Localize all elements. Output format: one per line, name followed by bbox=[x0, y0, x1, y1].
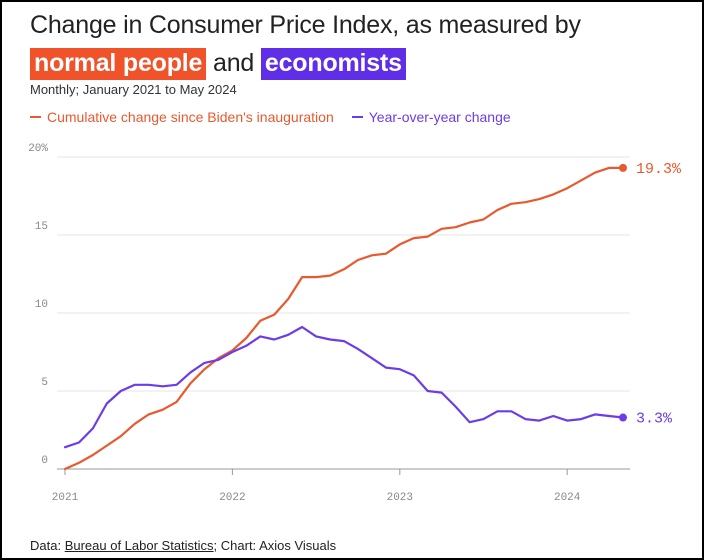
legend-item-yoy: Year-over-year change bbox=[351, 109, 511, 125]
legend-swatch-cumulative bbox=[30, 116, 41, 118]
footer-source-link[interactable]: Bureau of Labor Statistics bbox=[64, 538, 214, 553]
title-highlight-normal-people: normal people bbox=[30, 48, 207, 80]
x-tick-label: 2023 bbox=[387, 492, 413, 504]
legend-swatch-yoy bbox=[351, 116, 363, 118]
y-tick-label: 5 bbox=[41, 377, 48, 389]
y-tick-label: 0 bbox=[41, 455, 48, 467]
legend-item-cumulative: Cumulative change since Biden's inaugura… bbox=[30, 109, 334, 125]
end-label-yoy: 3.3% bbox=[636, 411, 673, 428]
end-point-cumulative bbox=[619, 163, 627, 172]
end-point-yoy bbox=[619, 413, 627, 422]
series-line-yoy bbox=[63, 325, 625, 449]
title-highlight-economists: economists bbox=[260, 48, 406, 80]
end-label-cumulative: 19.3% bbox=[636, 161, 682, 178]
chart-footer: Data: Bureau of Labor Statistics; Chart:… bbox=[30, 538, 336, 553]
chart-title: Change in Consumer Price Index, as measu… bbox=[30, 6, 690, 82]
title-line-1: Change in Consumer Price Index, as measu… bbox=[30, 11, 581, 39]
footer-prefix: Data: bbox=[30, 538, 65, 553]
footer-suffix: ; Chart: Axios Visuals bbox=[213, 538, 337, 553]
y-tick-label: 20% bbox=[28, 143, 48, 155]
x-tick-label: 2022 bbox=[219, 492, 245, 504]
legend-label-cumulative: Cumulative change since Biden's inaugura… bbox=[47, 109, 334, 125]
line-chart: 0 5 10 15 20% 2021 2022 2023 2024 19.3% 3.3% bbox=[28, 143, 682, 504]
x-tick-label: 2024 bbox=[554, 492, 581, 504]
series-line-cumulative bbox=[63, 166, 625, 471]
chart-subtitle: Monthly; January 2021 to May 2024 bbox=[30, 82, 237, 97]
title-and: and bbox=[213, 49, 255, 77]
x-tick-label: 2021 bbox=[52, 492, 79, 504]
legend-label-yoy: Year-over-year change bbox=[368, 109, 511, 125]
y-tick-label: 10 bbox=[35, 299, 48, 311]
y-tick-label: 15 bbox=[35, 221, 48, 233]
chart-legend: Cumulative change since Biden's inaugura… bbox=[30, 109, 511, 125]
